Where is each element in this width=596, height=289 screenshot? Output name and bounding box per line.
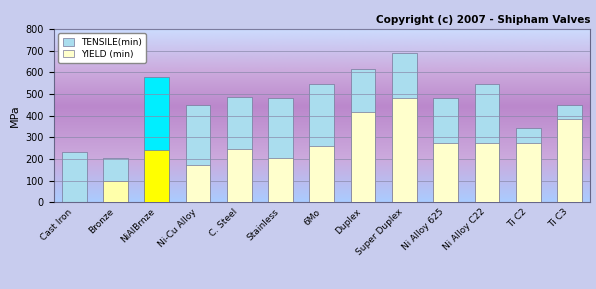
Bar <box>103 181 128 202</box>
Bar <box>516 127 541 202</box>
Bar <box>227 97 252 202</box>
Bar <box>268 158 293 202</box>
Bar <box>392 98 417 202</box>
Bar <box>392 53 417 202</box>
Bar <box>474 143 499 202</box>
Bar <box>144 77 169 202</box>
Bar <box>433 143 458 202</box>
Bar <box>350 69 375 202</box>
Bar <box>557 105 582 202</box>
Y-axis label: MPa: MPa <box>10 104 20 127</box>
Text: Copyright (c) 2007 - Shipham Valves: Copyright (c) 2007 - Shipham Valves <box>375 15 590 25</box>
Bar <box>350 112 375 202</box>
Legend: TENSILE(min), YIELD (min): TENSILE(min), YIELD (min) <box>58 34 146 63</box>
Bar <box>186 165 210 202</box>
Bar <box>103 158 128 202</box>
Bar <box>433 98 458 202</box>
Bar <box>516 143 541 202</box>
Bar <box>309 146 334 202</box>
Bar <box>144 150 169 202</box>
Bar <box>227 149 252 202</box>
Bar <box>557 119 582 202</box>
Bar <box>474 84 499 202</box>
Bar <box>268 98 293 202</box>
Bar <box>186 105 210 202</box>
Bar <box>309 84 334 202</box>
Bar <box>62 153 86 202</box>
